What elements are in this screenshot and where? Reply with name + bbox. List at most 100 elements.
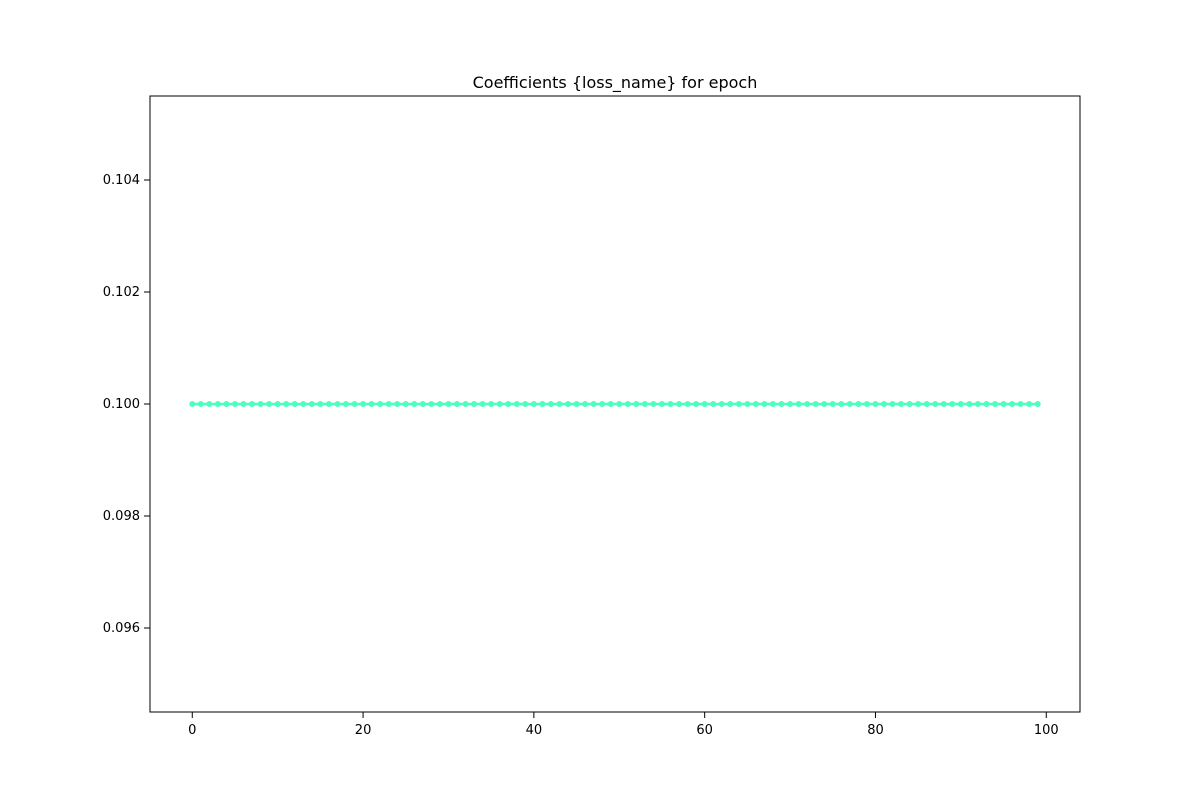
series-1-point-23 [377,401,384,407]
series-1-point-47 [582,401,589,407]
series-1-point-79 [855,401,862,407]
series-1-point-13 [291,401,298,407]
series-1-point-19 [342,401,349,407]
series-1-point-72 [795,401,802,407]
series-1-point-74 [812,401,819,407]
series-1-point-97 [1009,401,1016,407]
series-1-point-38 [505,401,512,407]
series-1-point-10 [266,401,273,407]
series-1-point-21 [360,401,367,407]
series-1-point-65 [735,401,742,407]
series-1-point-94 [983,401,990,407]
series-1-point-8 [249,401,256,407]
series-1-point-77 [838,401,845,407]
series-1-point-92 [966,401,973,407]
y-tick-label: 0.098 [103,509,140,524]
series-1-point-5 [223,401,230,407]
x-tick-label: 80 [867,723,884,738]
series-1-point-3 [206,401,213,407]
series-1-point-45 [565,401,572,407]
series-1-point-56 [658,401,665,407]
series-1-point-4 [214,401,221,407]
series-1-point-93 [974,401,981,407]
series-1-point-50 [607,401,614,407]
series-1-point-36 [488,401,495,407]
series-1-point-18 [334,401,341,407]
y-axis-ticks: 0.096 0.098 0.100 0.102 0.104 [103,173,150,636]
series-1-point-17 [325,401,332,407]
x-tick-label: 100 [1034,723,1059,738]
series-1-point-39 [513,401,520,407]
x-axis-ticks: 0 20 40 60 80 100 [188,712,1059,738]
series-1-point-35 [479,401,486,407]
series-1-point-25 [394,401,401,407]
series-1-point-40 [522,401,529,407]
series-1-point-96 [1000,401,1007,407]
series-1-point-66 [744,401,751,407]
series-1-point-24 [385,401,392,407]
series-1-point-87 [923,401,930,407]
series-1-point-57 [667,401,674,407]
series-1-point-37 [496,401,503,407]
y-tick-label: 0.096 [103,621,140,636]
x-tick-label: 60 [696,723,713,738]
series-1-point-14 [300,401,307,407]
y-tick-label: 0.100 [103,397,140,412]
series-1-point-42 [539,401,546,407]
series-1-point-100 [1034,401,1041,407]
series-1-point-51 [616,401,623,407]
series-1-point-90 [949,401,956,407]
series-1-point-59 [684,401,691,407]
y-tick-label: 0.104 [103,173,140,188]
series-1-point-70 [778,401,785,407]
series-1-point-84 [898,401,905,407]
series-1-point-22 [368,401,375,407]
series-1-point-58 [676,401,683,407]
x-tick-label: 20 [355,723,372,738]
series-1-point-55 [650,401,657,407]
series-1-point-68 [761,401,768,407]
series-1-point-12 [283,401,290,407]
series-1-point-52 [624,401,631,407]
series-1-point-32 [454,401,461,407]
series-1-point-67 [752,401,759,407]
series-1-point-16 [317,401,324,407]
series-1-point-81 [872,401,879,407]
series-1-point-73 [804,401,811,407]
series-1-point-46 [573,401,580,407]
series-1-point-11 [274,401,281,407]
series-1-point-41 [530,401,537,407]
series-1-point-27 [411,401,418,407]
series-1-point-88 [932,401,939,407]
chart-title: Coefficients {loss_name} for epoch [473,73,758,93]
series-1-point-9 [257,401,264,407]
series-1-point-99 [1026,401,1033,407]
series-1-point-69 [769,401,776,407]
series-1-point-54 [641,401,648,407]
series-1-point-80 [863,401,870,407]
x-tick-label: 0 [188,723,196,738]
series-1-point-2 [197,401,204,407]
series-1-point-28 [419,401,426,407]
series-1-point-30 [436,401,443,407]
series-1-point-63 [718,401,725,407]
series-1-point-82 [881,401,888,407]
series-1-point-53 [633,401,640,407]
series-1-point-95 [992,401,999,407]
series-1-point-62 [710,401,717,407]
x-tick-label: 40 [526,723,543,738]
series-1-point-44 [556,401,563,407]
series-1-point-29 [428,401,435,407]
series-1-point-43 [547,401,554,407]
series-1-point-76 [829,401,836,407]
series-1-point-71 [787,401,794,407]
series-1-point-15 [308,401,315,407]
series-1-point-64 [727,401,734,407]
series-1-point-26 [402,401,409,407]
series-1-point-83 [889,401,896,407]
series-1-point-49 [599,401,606,407]
series-1-point-7 [240,401,247,407]
series-1-point-48 [590,401,597,407]
series-1-point-78 [846,401,853,407]
